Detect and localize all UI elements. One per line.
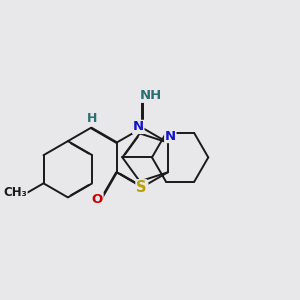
Text: H: H <box>87 112 98 125</box>
Text: N: N <box>165 130 176 142</box>
Text: CH₃: CH₃ <box>3 186 27 199</box>
Text: N: N <box>133 120 144 134</box>
Text: S: S <box>136 180 146 195</box>
Text: NH: NH <box>140 89 162 102</box>
Text: N: N <box>137 183 148 196</box>
Text: O: O <box>92 193 103 206</box>
